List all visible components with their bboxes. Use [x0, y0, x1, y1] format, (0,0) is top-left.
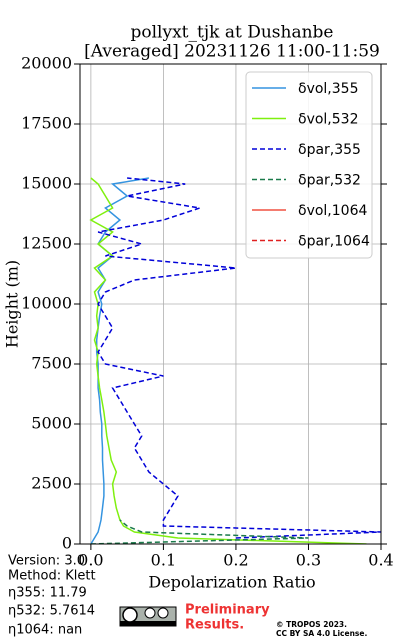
x-tick-label: 0.2: [223, 551, 248, 570]
chart-title: pollyxt_tjk at Dushanbe: [131, 23, 334, 43]
x-tick-label: 0.3: [296, 551, 321, 570]
annotation: η355: 11.79: [8, 586, 87, 601]
profile-line: [90, 519, 309, 544]
watermark: Preliminary: [185, 603, 270, 618]
legend-label: δpar,532: [298, 173, 361, 189]
x-axis-label: Depolarization Ratio: [148, 573, 315, 592]
watermark: Results.: [185, 618, 244, 633]
chart-title: [Averaged] 20231126 11:00-11:59: [84, 42, 380, 62]
y-tick-label: 12500: [21, 234, 72, 253]
y-tick-label: 17500: [21, 114, 72, 133]
annotation: Version: 3.0: [8, 554, 85, 569]
y-axis-label: Height (m): [3, 260, 22, 348]
legend-label: δvol,355: [298, 81, 358, 97]
profile-line: [89, 177, 367, 544]
x-tick-label: 0.4: [368, 551, 393, 570]
annotation: η1064: nan: [8, 623, 82, 638]
legend-box: [245, 71, 373, 259]
cc-logo: [119, 606, 177, 627]
profile-line: [97, 177, 381, 539]
copyright: © TROPOS 2023.: [276, 620, 347, 629]
annotation: Method: Klett: [8, 569, 96, 584]
axes-frame: [79, 63, 382, 545]
plot-area: [89, 177, 381, 544]
y-tick-label: 2500: [31, 474, 72, 493]
legend-label: δvol,1064: [298, 203, 367, 219]
y-tick-label: 10000: [21, 294, 72, 313]
y-tick-label: 15000: [21, 174, 72, 193]
x-tick-label: 0.0: [78, 551, 103, 570]
y-tick-label: 7500: [31, 354, 72, 373]
y-tick-label: 20000: [21, 54, 72, 73]
copyright: CC BY SA 4.0 License.: [276, 629, 367, 638]
legend-label: δvol,532: [298, 112, 358, 128]
legend-label: δpar,355: [298, 142, 361, 158]
x-tick-label: 0.1: [151, 551, 176, 570]
annotation: η532: 5.7614: [8, 604, 95, 619]
legend-label: δpar,1064: [298, 234, 370, 250]
y-tick-label: 5000: [31, 414, 72, 433]
y-tick-label: 0: [62, 534, 72, 553]
